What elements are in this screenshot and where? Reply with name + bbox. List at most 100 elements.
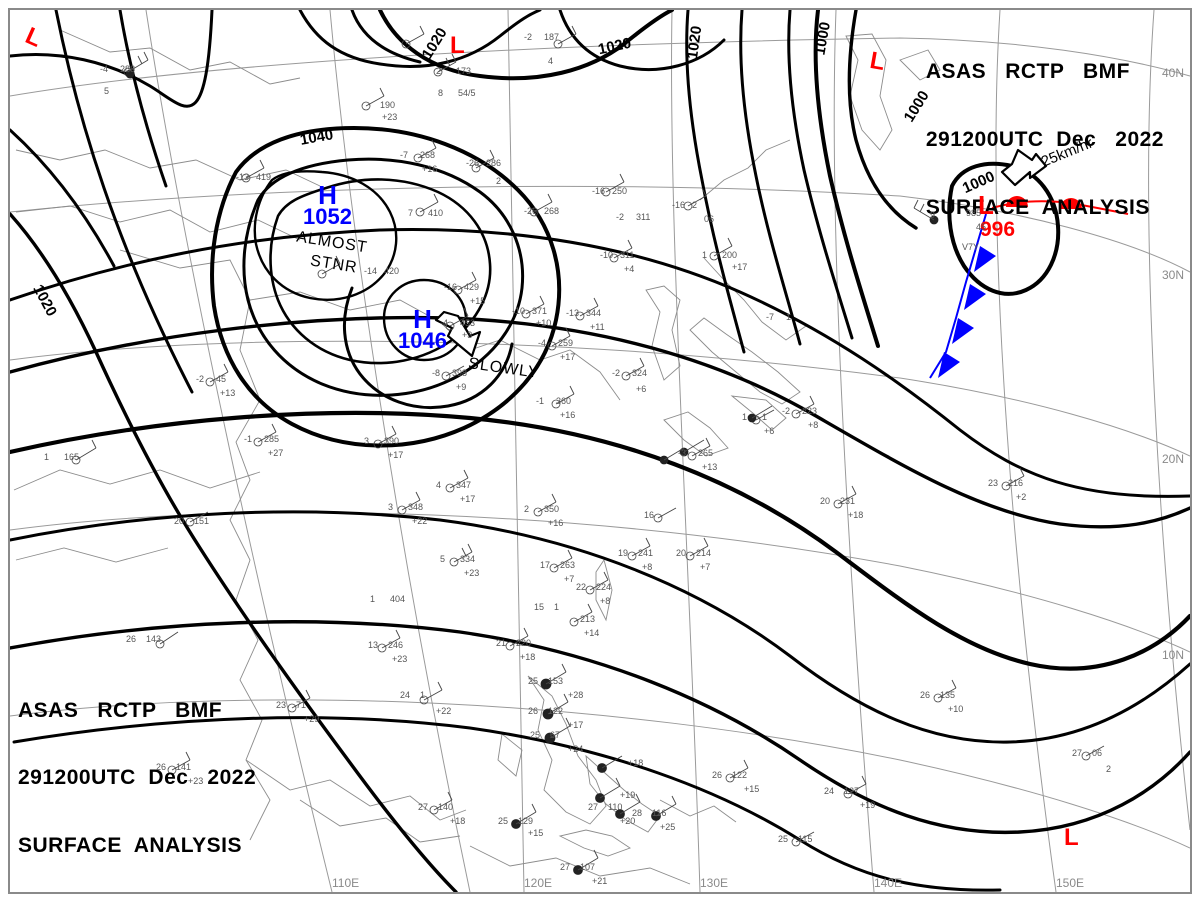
station-pressure: 143 bbox=[146, 634, 162, 644]
station-temperature: 24 bbox=[400, 690, 411, 700]
station-temperature: 20 bbox=[820, 496, 831, 506]
station-temperature: -2 bbox=[612, 368, 621, 378]
station-pressure: 420 bbox=[384, 266, 400, 276]
station-pressure: +10 bbox=[948, 704, 964, 714]
station-pressure: 268 bbox=[544, 206, 560, 216]
lon-label-140e: 140E bbox=[874, 876, 903, 890]
station-pressure: 350 bbox=[544, 504, 560, 514]
product-line-3-bottom: SURFACE ANALYSIS bbox=[18, 834, 242, 858]
station-temperature: 9 bbox=[930, 210, 936, 220]
low-center-996: L bbox=[978, 192, 994, 218]
station-pressure: 216 bbox=[1008, 478, 1024, 488]
station-pressure: +4 bbox=[624, 264, 635, 274]
lat-label-10n: 10N bbox=[1162, 648, 1185, 662]
station-temperature: 23 bbox=[276, 700, 287, 710]
station-pressure: 259 bbox=[558, 338, 574, 348]
station-temperature: 5 bbox=[440, 554, 446, 564]
station-pressure: 2 bbox=[692, 200, 698, 210]
station-pressure: V7Y bbox=[962, 242, 980, 252]
station-temperature: 4 bbox=[436, 480, 442, 490]
product-line-2-bottom: 291200UTC Dec 2022 bbox=[18, 766, 257, 790]
station-pressure: +29 bbox=[304, 714, 320, 724]
station-pressure: 71 bbox=[296, 700, 307, 710]
station-temperature: 1 bbox=[702, 250, 708, 260]
station-pressure: 214 bbox=[696, 548, 712, 558]
title-block-top: ASAS RCTP BMF 291200UTC Dec 2022 SURFACE… bbox=[926, 18, 1164, 262]
station-pressure: 311 bbox=[620, 250, 635, 260]
station-pressure: 110 bbox=[608, 802, 623, 812]
station-temperature: 5 bbox=[104, 86, 110, 96]
station-pressure: +25 bbox=[660, 822, 676, 832]
station-pressure: 213 bbox=[580, 614, 596, 624]
station-pressure: +8 bbox=[600, 596, 611, 606]
station-pressure: +23 bbox=[464, 568, 480, 578]
station-temperature: -4 bbox=[538, 338, 547, 348]
station-temperature: 20 bbox=[676, 548, 687, 558]
station-pressure: +23 bbox=[392, 654, 408, 664]
station-pressure: 324 bbox=[632, 368, 648, 378]
station-temperature: 2 bbox=[436, 66, 442, 76]
station-temperature: 1 bbox=[370, 594, 376, 604]
station-pressure: +19 bbox=[860, 800, 876, 810]
station-temperature: 15 bbox=[534, 602, 545, 612]
high-pressure-value: 1052 bbox=[303, 204, 352, 229]
station-pressure: 1 bbox=[786, 312, 792, 322]
station-pressure: +22 bbox=[412, 516, 428, 526]
station-pressure: +22 bbox=[436, 706, 452, 716]
station-temperature: -8 bbox=[432, 368, 441, 378]
station-temperature: 26 bbox=[528, 706, 539, 716]
station-temperature: -16 bbox=[672, 200, 686, 210]
station-pressure: +17 bbox=[560, 352, 576, 362]
secondary-low-marker-4: L bbox=[1064, 824, 1079, 851]
station-pressure: +11 bbox=[590, 322, 605, 332]
station-temperature: 28 bbox=[632, 808, 643, 818]
station-pressure: +6 bbox=[764, 426, 775, 436]
station-pressure: +16 bbox=[548, 518, 564, 528]
station-pressure: +7 bbox=[564, 574, 575, 584]
station-temperature: -26 bbox=[524, 206, 538, 216]
high-center-1046: H 1046 bbox=[398, 306, 447, 352]
station-temperature: 17 bbox=[540, 560, 551, 570]
station-pressure: 246 bbox=[388, 640, 404, 650]
high-symbol-glyph-2: H bbox=[413, 304, 432, 334]
lon-label-110e: 110E bbox=[332, 876, 360, 890]
station-pressure: 1 bbox=[762, 412, 768, 422]
station-temperature: -10 bbox=[600, 250, 614, 260]
station-pressure: 173 bbox=[456, 66, 472, 76]
station-pressure: 429 bbox=[464, 282, 480, 292]
station-pressure: +17 bbox=[732, 262, 748, 272]
station-temperature: 3 bbox=[388, 502, 394, 512]
station-pressure: 2 bbox=[496, 176, 502, 186]
station-pressure: +16 bbox=[422, 164, 438, 174]
station-pressure: 153 bbox=[548, 676, 564, 686]
station-pressure: 419 bbox=[256, 172, 272, 182]
station-pressure: 45 bbox=[976, 222, 987, 232]
station-temperature: -16 bbox=[592, 186, 606, 196]
station-temperature: 24 bbox=[824, 786, 835, 796]
station-temperature: -16 bbox=[444, 282, 458, 292]
station-pressure: +15 bbox=[470, 296, 486, 306]
station-temperature: -2 bbox=[524, 32, 533, 42]
station-temperature: 27 bbox=[588, 802, 599, 812]
station-temperature: -7 bbox=[400, 150, 409, 160]
station-pressure: +13 bbox=[702, 462, 718, 472]
station-pressure: 140 bbox=[438, 802, 454, 812]
station-pressure: +2 bbox=[1016, 492, 1027, 502]
lat-label-30n: 30N bbox=[1162, 268, 1185, 282]
station-temperature: 7 bbox=[408, 208, 414, 218]
station-pressure: +24 bbox=[568, 744, 584, 754]
station-temperature: -1 bbox=[536, 396, 545, 406]
station-pressure: +19 bbox=[620, 790, 636, 800]
station-pressure: 398 bbox=[452, 368, 468, 378]
station-temperature: -4 bbox=[100, 64, 109, 74]
high-center-1052: H 1052 bbox=[303, 182, 352, 228]
station-pressure: +20 bbox=[620, 816, 636, 826]
station-pressure: +18 bbox=[520, 652, 536, 662]
station-temperature: 4 bbox=[548, 56, 554, 66]
station-temperature: 27 bbox=[418, 802, 429, 812]
low-pressure-value-wrap: 996 bbox=[980, 214, 1015, 240]
station-pressure: 263 bbox=[560, 560, 576, 570]
station-pressure: +23 bbox=[382, 112, 398, 122]
station-pressure: 311 bbox=[636, 212, 651, 222]
station-pressure: 187 bbox=[544, 32, 560, 42]
